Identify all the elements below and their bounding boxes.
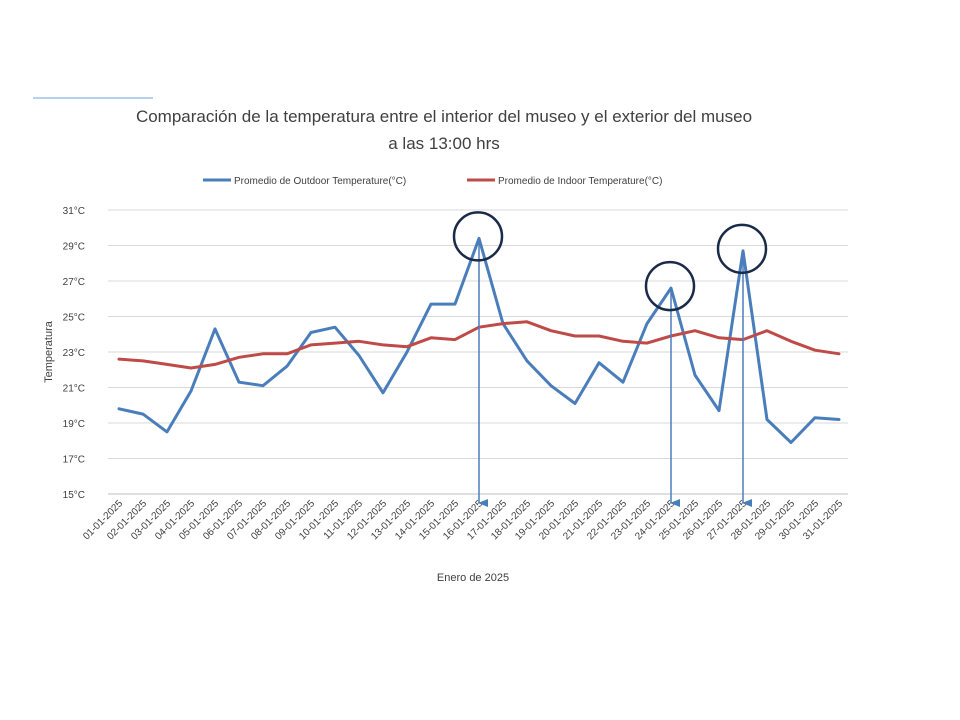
peak-highlight-circle — [644, 260, 696, 312]
chart-title-line2: a las 13:00 hrs — [388, 134, 500, 153]
legend-label-indoor: Promedio de Indoor Temperature(°C) — [498, 176, 662, 187]
legend-label-outdoor: Promedio de Outdoor Temperature(°C) — [234, 176, 406, 187]
y-tick-label: 31°C — [63, 206, 85, 217]
y-axis-ticks: 15°C 17°C 19°C 21°C 23°C 25°C 27°C 29°C 31°C — [63, 206, 85, 501]
y-tick-label: 25°C — [63, 313, 85, 324]
y-tick-label: 23°C — [63, 348, 85, 359]
x-axis-label: Enero de 2025 — [437, 572, 509, 584]
y-tick-label: 17°C — [63, 455, 85, 466]
legend: Promedio de Outdoor Temperature(°C) Prom… — [203, 176, 662, 187]
chart-title-line1: Comparación de la temperatura entre el i… — [136, 107, 752, 126]
y-tick-label: 29°C — [63, 242, 85, 253]
y-tick-label: 21°C — [63, 384, 85, 395]
peak-highlight-circle — [716, 223, 768, 275]
y-tick-label: 19°C — [63, 419, 85, 430]
y-axis-label: Temperatura — [43, 320, 55, 383]
x-axis-ticks: 01-01-202502-01-202503-01-202504-01-2025… — [81, 498, 845, 542]
y-tick-label: 27°C — [63, 277, 85, 288]
gridlines — [108, 209, 848, 495]
peak-highlight-circle — [452, 211, 504, 262]
annotations — [452, 211, 768, 507]
y-tick-label: 15°C — [63, 490, 85, 501]
